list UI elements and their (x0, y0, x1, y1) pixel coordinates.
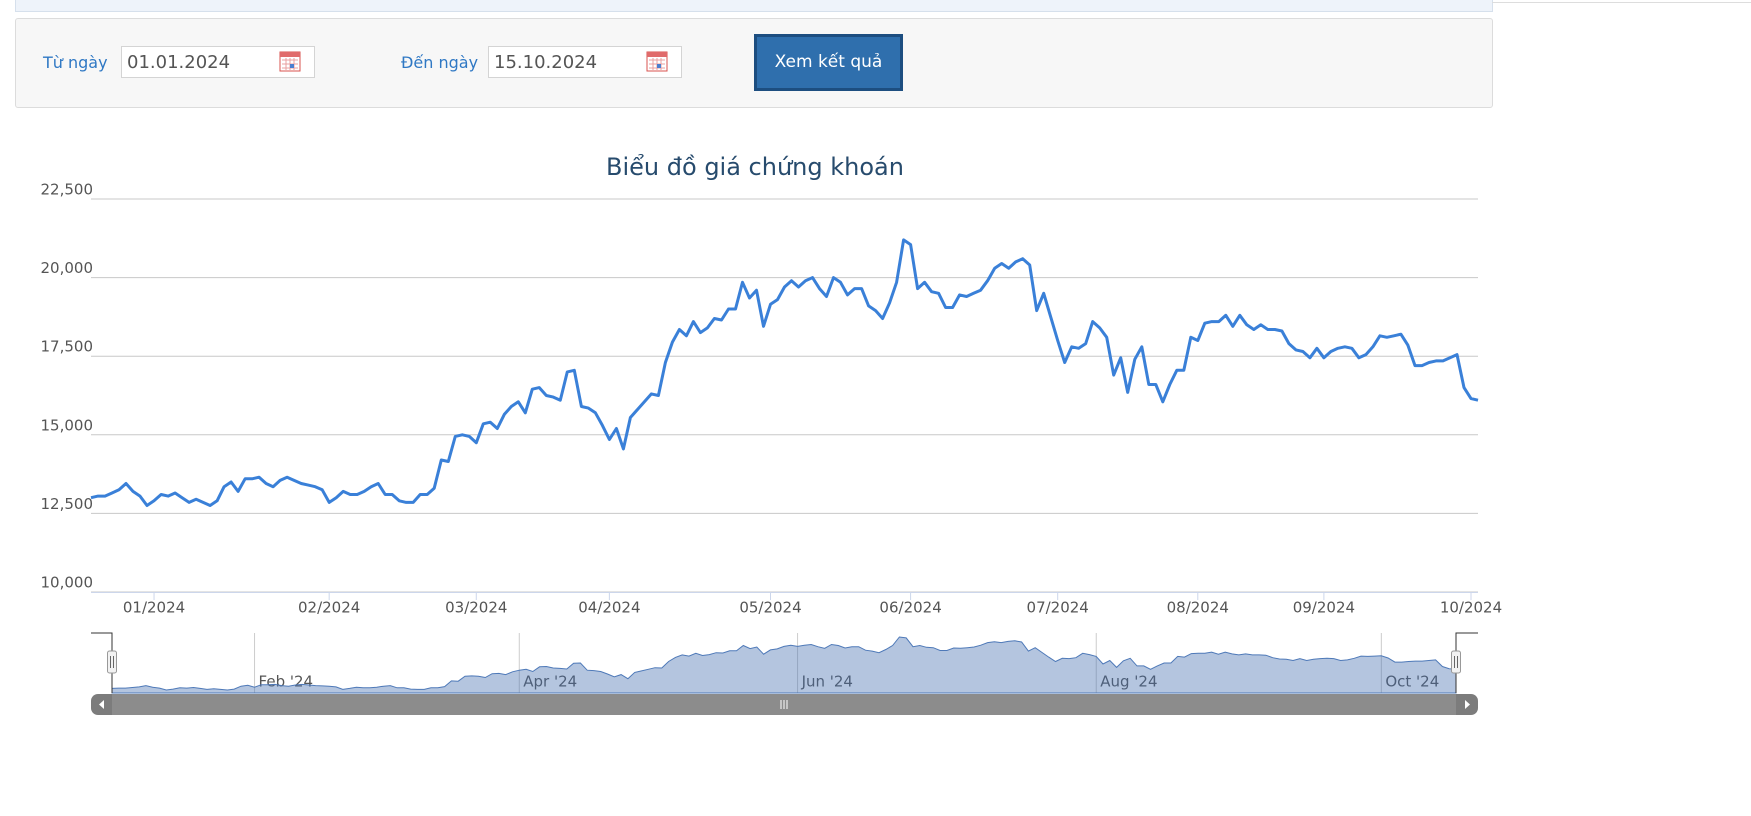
scroll-right-arrow[interactable] (1465, 700, 1470, 709)
x-tick-label: 03/2024 (445, 599, 507, 617)
y-tick-label: 12,500 (41, 495, 94, 513)
navigator-label: Aug '24 (1100, 673, 1157, 691)
from-label: Từ ngày (43, 53, 108, 72)
navigator-label: Apr '24 (523, 673, 577, 691)
calendar-icon[interactable] (279, 50, 301, 72)
navigator-handle[interactable] (1451, 650, 1461, 674)
scroll-grip (780, 700, 788, 709)
x-tick-label: 01/2024 (123, 599, 185, 617)
y-tick-label: 20,000 (41, 259, 94, 277)
x-tick-label: 04/2024 (578, 599, 640, 617)
x-tick-label: 05/2024 (739, 599, 801, 617)
y-tick-label: 15,000 (41, 416, 94, 434)
navigator-label: Jun '24 (801, 673, 853, 691)
divider (1492, 2, 1751, 3)
to-label: Đến ngày (401, 53, 479, 72)
x-tick-label: 02/2024 (298, 599, 360, 617)
x-tick-label: 10/2024 (1440, 599, 1502, 617)
navigator-label: Feb '24 (259, 673, 314, 691)
y-tick-label: 10,000 (41, 574, 94, 592)
navigator-handle[interactable] (107, 650, 117, 674)
scroll-left-arrow[interactable] (99, 700, 104, 709)
submit-button[interactable]: Xem kết quả (754, 34, 903, 91)
x-tick-label: 06/2024 (879, 599, 941, 617)
handle-grip (1454, 656, 1458, 668)
x-tick-label: 07/2024 (1027, 599, 1089, 617)
y-tick-label: 22,500 (41, 181, 94, 199)
navigator-area (111, 636, 1457, 694)
handle-grip (110, 656, 114, 668)
x-tick-label: 09/2024 (1293, 599, 1355, 617)
price-line (90, 238, 1479, 507)
navigator-label: Oct '24 (1385, 673, 1439, 691)
y-tick-label: 17,500 (41, 338, 94, 356)
from-input[interactable]: 01.01.2024 (121, 46, 315, 78)
chart-title: Biểu đồ giá chứng khoán (606, 153, 904, 181)
top-panel (15, 0, 1493, 12)
calendar-icon[interactable] (646, 50, 668, 72)
x-tick-label: 08/2024 (1167, 599, 1229, 617)
